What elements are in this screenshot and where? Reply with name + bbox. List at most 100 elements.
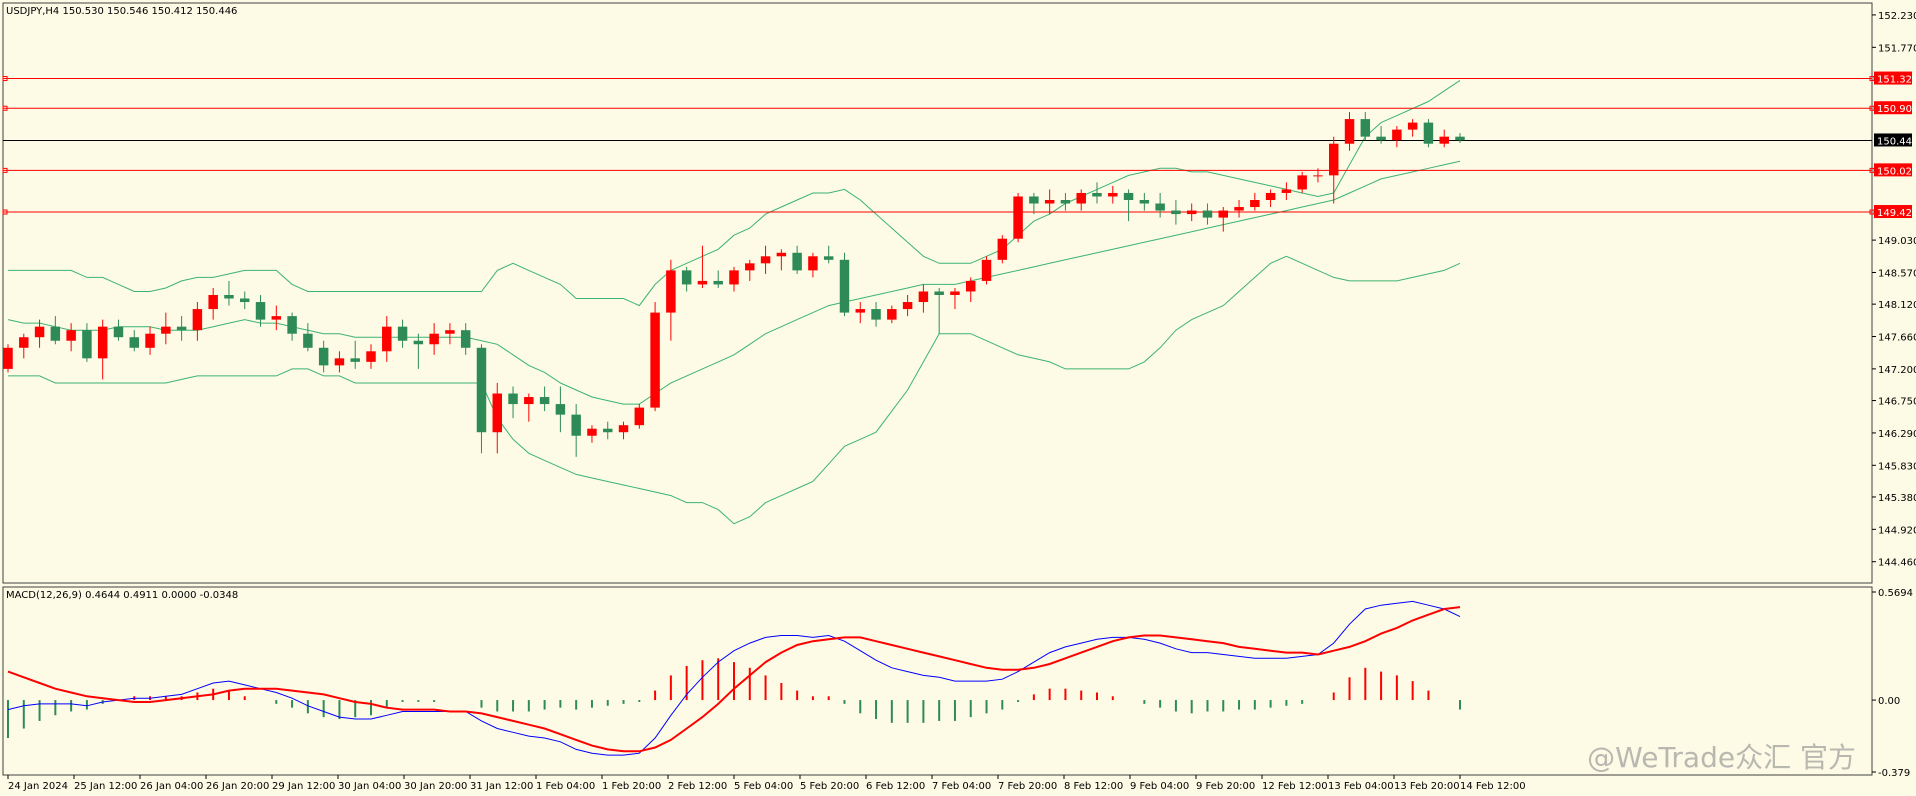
candle-body xyxy=(460,330,471,348)
candle-body xyxy=(887,309,897,320)
candle-body xyxy=(792,252,802,271)
candle-body xyxy=(208,295,218,310)
candle-body xyxy=(934,291,944,295)
time-tick-label: 31 Jan 12:00 xyxy=(470,781,533,792)
level-marker xyxy=(2,76,8,82)
time-axis: 24 Jan 2024 25 Jan 12:00 26 Jan 04:00 26 Ja… xyxy=(7,775,1526,792)
time-tick-label: 25 Jan 12:00 xyxy=(74,781,137,792)
candle-body xyxy=(492,393,502,433)
candle-body xyxy=(129,337,139,348)
level-price-badge xyxy=(1874,163,1912,177)
horizontal-levels xyxy=(2,76,1875,215)
price-tick-label: 146.290 xyxy=(1878,429,1916,440)
candle-body xyxy=(650,312,660,408)
level-price-label: 149.429 xyxy=(1877,208,1916,219)
price-tick-label: 152.230 xyxy=(1878,11,1916,22)
candle-body xyxy=(681,270,692,285)
candle-body xyxy=(1234,207,1244,211)
level-price-label: 151.326 xyxy=(1877,75,1916,86)
candle-body xyxy=(697,280,708,285)
price-tick-label: 149.030 xyxy=(1878,236,1916,247)
candle-body xyxy=(1344,119,1355,144)
level-marker xyxy=(2,209,8,215)
time-tick-label: 14 Feb 12:00 xyxy=(1460,781,1526,792)
candle-body xyxy=(871,309,881,320)
time-tick-label: 12 Feb 12:00 xyxy=(1262,781,1328,792)
candle-body xyxy=(839,259,850,313)
time-tick-label: 5 Feb 20:00 xyxy=(800,781,859,792)
candle-body xyxy=(3,347,13,369)
candle-body xyxy=(1060,200,1071,204)
level-price-badge xyxy=(1874,101,1912,115)
macd-tick-label: 0.00 xyxy=(1878,696,1900,707)
candle-body xyxy=(950,291,960,295)
candle-body xyxy=(1186,210,1197,215)
time-tick-label: 9 Feb 20:00 xyxy=(1196,781,1255,792)
candle-body xyxy=(539,397,550,405)
candle-body xyxy=(1265,192,1276,200)
candle-body xyxy=(19,337,29,348)
candle-body xyxy=(1123,192,1134,200)
macd-pane-frame xyxy=(2,586,1873,776)
price-tick-label: 146.750 xyxy=(1878,397,1916,408)
candle-body xyxy=(1013,196,1023,239)
candle-body xyxy=(981,259,992,281)
candle-body xyxy=(1139,200,1150,204)
candle-body xyxy=(587,428,597,436)
candle-body xyxy=(666,270,676,313)
macd-indicator xyxy=(7,600,1461,756)
level-price-label: 150.904 xyxy=(1877,104,1916,115)
time-tick-label: 29 Jan 12:00 xyxy=(272,781,335,792)
level-marker xyxy=(2,167,8,173)
candle-body xyxy=(176,326,187,331)
candle-body xyxy=(1392,129,1402,141)
time-tick-label: 30 Jan 20:00 xyxy=(404,781,467,792)
candle-body xyxy=(1313,175,1323,177)
candle-body xyxy=(224,295,234,299)
macd-tick-label: 0.5694 xyxy=(1878,588,1913,599)
candle-body xyxy=(476,347,487,433)
candle-body xyxy=(1407,122,1418,130)
candle-body xyxy=(429,333,439,345)
time-tick-label: 1 Feb 20:00 xyxy=(602,781,661,792)
candle-body xyxy=(255,302,266,320)
time-tick-label: 2 Feb 12:00 xyxy=(668,781,727,792)
candle-body xyxy=(571,414,581,436)
candle-body xyxy=(713,280,723,285)
candle-body xyxy=(303,333,313,348)
candle-body xyxy=(113,326,124,338)
candle-body xyxy=(618,425,629,433)
candle-body xyxy=(66,330,76,341)
candle-body xyxy=(334,358,345,366)
time-tick-label: 24 Jan 2024 xyxy=(8,781,68,792)
time-tick-label: 7 Feb 20:00 xyxy=(998,781,1057,792)
price-axis: 151.326 150.904 150.021 149.429 150.446 152.2… xyxy=(1872,11,1916,779)
candle-body xyxy=(1092,192,1102,197)
signal-line xyxy=(7,606,1461,753)
candle-body xyxy=(918,291,929,303)
candle-body xyxy=(1455,136,1465,141)
candle-body xyxy=(271,316,282,320)
candle-body xyxy=(382,326,392,352)
price-tick-label: 144.460 xyxy=(1878,558,1916,569)
bb-mid-line xyxy=(7,160,1461,405)
bollinger-bands xyxy=(7,79,1461,525)
candle-body xyxy=(97,326,108,359)
candle-body xyxy=(192,309,203,331)
candle-body xyxy=(350,358,360,362)
bb-upper-line xyxy=(8,79,1461,307)
candles xyxy=(3,112,1465,457)
time-tick-label: 1 Feb 04:00 xyxy=(536,781,595,792)
candle-body xyxy=(318,347,329,366)
candle-body xyxy=(729,270,739,285)
price-tick-label: 145.830 xyxy=(1878,461,1916,472)
candle-body xyxy=(1439,136,1449,144)
candle-body xyxy=(776,252,787,257)
candle-body xyxy=(855,309,865,313)
candle-body xyxy=(603,428,613,433)
candle-body xyxy=(161,326,171,334)
macd-line xyxy=(7,600,1461,756)
candle-body xyxy=(1029,196,1039,204)
candle-body xyxy=(397,326,408,341)
time-tick-label: 13 Feb 04:00 xyxy=(1328,781,1394,792)
